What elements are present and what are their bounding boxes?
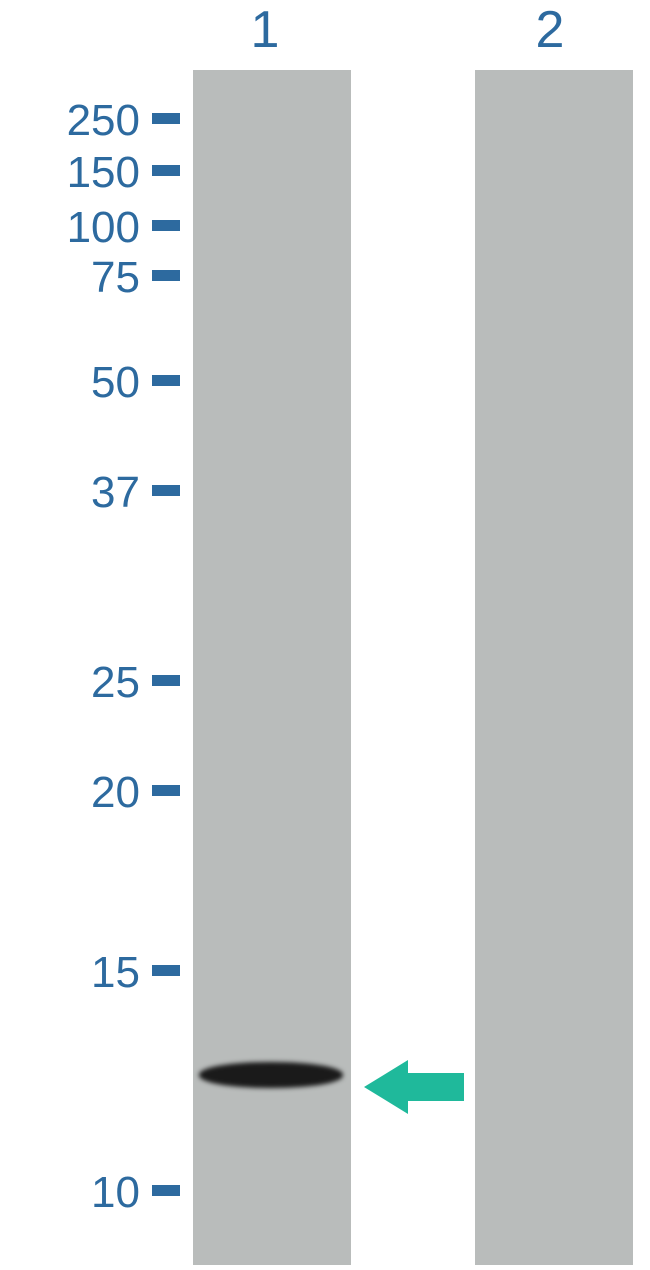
mw-marker-tick-25 xyxy=(152,675,180,686)
lane-2: 2 xyxy=(475,0,633,1270)
mw-marker-tick-150 xyxy=(152,165,180,176)
lane-number-1: 1 xyxy=(186,0,344,60)
mw-marker-tick-75 xyxy=(152,270,180,281)
blot-figure: 1225015010075503725201510 xyxy=(0,0,650,1270)
mw-marker-tick-250 xyxy=(152,113,180,124)
lane-strip-2 xyxy=(475,70,633,1265)
mw-marker-label-100: 100 xyxy=(0,203,140,253)
mw-marker-label-25: 25 xyxy=(0,658,140,708)
lane-1: 1 xyxy=(193,0,351,1270)
mw-marker-tick-15 xyxy=(152,965,180,976)
mw-marker-tick-50 xyxy=(152,375,180,386)
mw-marker-label-10: 10 xyxy=(0,1168,140,1218)
mw-marker-label-75: 75 xyxy=(0,253,140,303)
mw-marker-label-150: 150 xyxy=(0,148,140,198)
mw-marker-label-20: 20 xyxy=(0,768,140,818)
mw-marker-tick-10 xyxy=(152,1185,180,1196)
band-indicator-arrow-icon xyxy=(364,1060,464,1114)
mw-marker-label-50: 50 xyxy=(0,358,140,408)
mw-marker-label-250: 250 xyxy=(0,96,140,146)
mw-marker-tick-20 xyxy=(152,785,180,796)
mw-marker-label-15: 15 xyxy=(0,948,140,998)
mw-marker-label-37: 37 xyxy=(0,468,140,518)
lane-number-2: 2 xyxy=(471,0,629,60)
mw-marker-tick-37 xyxy=(152,485,180,496)
mw-marker-tick-100 xyxy=(152,220,180,231)
lane-strip-1 xyxy=(193,70,351,1265)
band-lane1-1 xyxy=(199,1062,343,1088)
